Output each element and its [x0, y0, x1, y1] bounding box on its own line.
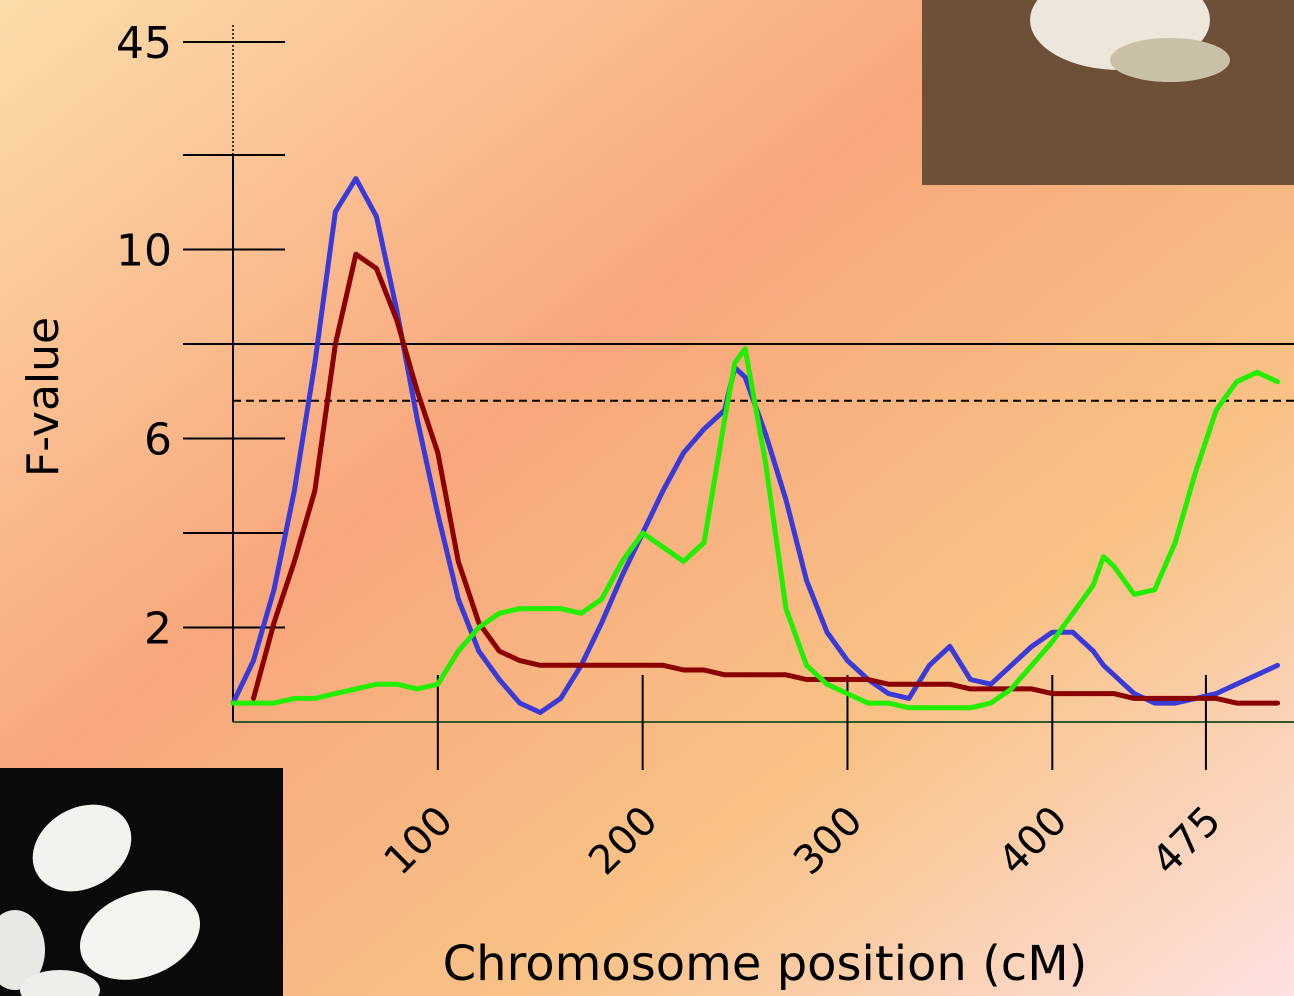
y-tick-label: 2 — [144, 604, 172, 655]
series-line — [251, 251, 1281, 706]
y-axis-title: F-value — [18, 317, 69, 477]
photo-eggs — [0, 768, 283, 996]
x-axis-title: Chromosome position (cM) — [443, 936, 1088, 992]
series-line — [230, 346, 1281, 711]
photo-chicken — [922, 0, 1294, 185]
y-tick-label: 10 — [116, 226, 172, 277]
y-tick-label: 6 — [144, 415, 172, 466]
y-tick-label: 45 — [116, 18, 172, 69]
